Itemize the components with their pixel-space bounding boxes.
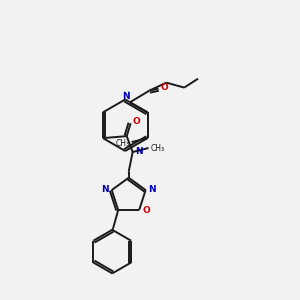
Text: H: H — [122, 92, 129, 100]
Text: N: N — [135, 148, 142, 157]
Text: CH₃: CH₃ — [116, 139, 130, 148]
Text: N: N — [122, 92, 130, 101]
Text: N: N — [101, 184, 109, 194]
Text: N: N — [148, 184, 156, 194]
Text: O: O — [133, 117, 140, 126]
Text: O: O — [160, 83, 168, 92]
Text: CH₃: CH₃ — [151, 143, 165, 152]
Text: O: O — [142, 206, 150, 214]
